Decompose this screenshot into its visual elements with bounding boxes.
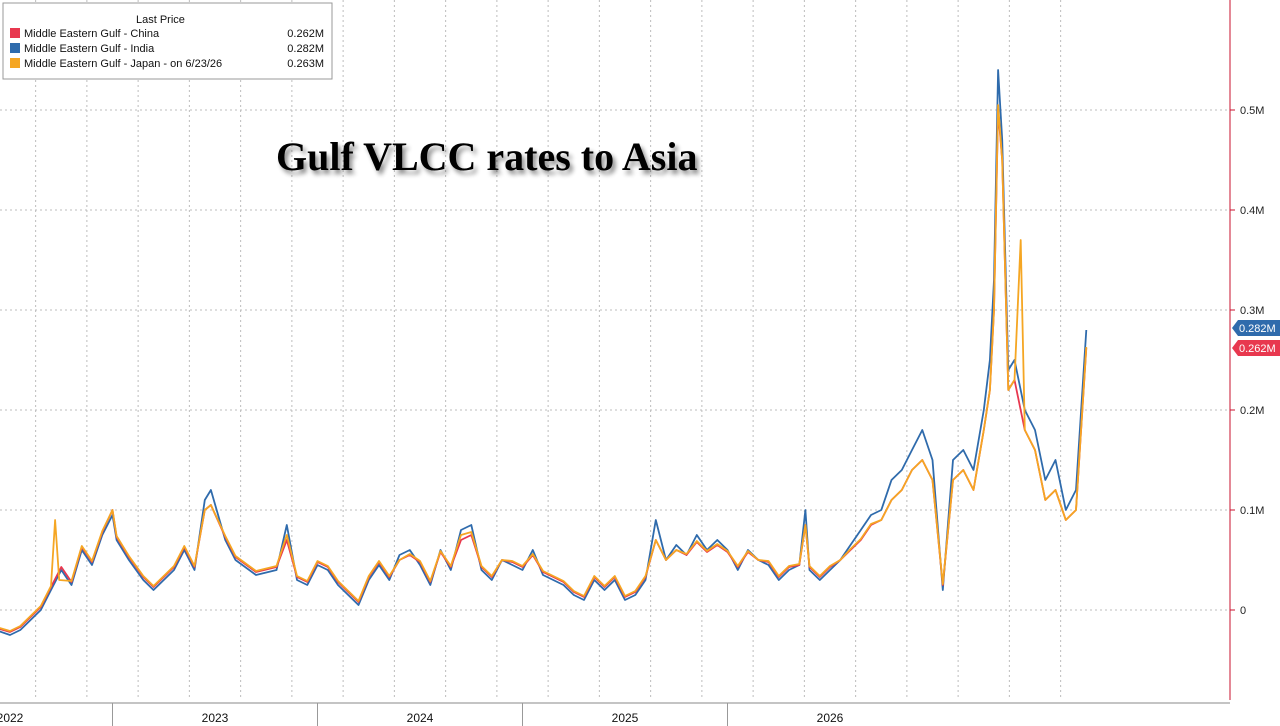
legend-swatch-1 [10,43,20,53]
y-tick-label-0: 0 [1240,605,1246,617]
end-badge-label-0: 0.282M [1239,323,1276,335]
legend-entry-1: Middle Eastern Gulf - India 0.282M [10,43,324,55]
legend-entry-0: Middle Eastern Gulf - China 0.262M [10,28,324,40]
legend-swatch-0 [10,28,20,38]
legend-label-1: Middle Eastern Gulf - India [24,43,155,55]
x-tick-label-4: 2025 [612,711,639,725]
series-lines [0,69,1088,636]
y-tick-label-3: 0.3M [1240,305,1264,317]
end-badge-label-1: 0.262M [1239,343,1276,355]
x-tick-label-3: 2024 [407,711,434,725]
end-badge-0: 0.282M [1232,320,1280,336]
end-badge-shape-0 [1232,320,1280,336]
x-tick-label-5: 2026 [817,711,844,725]
legend-value-1: 0.282M [287,43,324,55]
x-axis-ticks: 202120222023202420252026 [0,703,844,726]
legend-value-0: 0.262M [287,28,324,40]
legend: Last Price Middle Eastern Gulf - China 0.… [2,2,333,80]
legend-label-2: Middle Eastern Gulf - Japan - on 6/23/26 [24,58,222,70]
legend-box [2,2,333,80]
y-tick-label-4: 0.4M [1240,205,1264,217]
legend-entries: Middle Eastern Gulf - China 0.262MMiddle … [10,28,324,70]
series-line-2 [0,104,1088,632]
y-tick-label-5: 0.5M [1240,105,1264,117]
y-tick-label-2: 0.2M [1240,405,1264,417]
x-tick-label-1: 2022 [0,711,24,725]
end-badge-shape-1 [1232,340,1280,356]
legend-entry-2: Middle Eastern Gulf - Japan - on 6/23/26… [10,58,324,70]
y-tick-label-1: 0.1M [1240,505,1264,517]
legend-label-0: Middle Eastern Gulf - China [24,28,160,40]
grid [0,0,1230,700]
end-badge-1: 0.262M [1232,340,1280,356]
y-axis-ticks: 0 0.1M 0.2M 0.3M 0.4M 0.5M [1230,105,1264,617]
chart-title: Gulf VLCC rates to Asia [276,134,697,179]
end-value-badges: 0.282M 0.262M [1232,320,1280,356]
legend-swatch-2 [10,58,20,68]
legend-header: Last Price [136,14,185,26]
series-line-1 [0,109,1088,633]
legend-value-2: 0.263M [287,58,324,70]
x-tick-label-2: 2023 [202,711,229,725]
